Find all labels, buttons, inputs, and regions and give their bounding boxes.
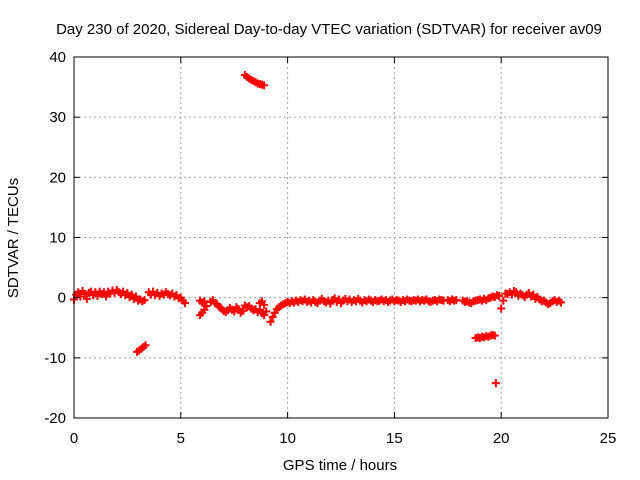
x-tick-label: 10 bbox=[279, 430, 296, 447]
y-tick-label: -20 bbox=[44, 410, 66, 427]
x-axis-label: GPS time / hours bbox=[283, 457, 397, 474]
x-tick-label: 20 bbox=[493, 430, 510, 447]
x-tick-label: 0 bbox=[70, 430, 78, 447]
y-tick-label: 30 bbox=[49, 109, 66, 126]
x-tick-label: 15 bbox=[386, 430, 403, 447]
y-tick-label: 20 bbox=[49, 169, 66, 186]
y-tick-label: -10 bbox=[44, 350, 66, 367]
y-tick-label: 40 bbox=[49, 49, 66, 66]
x-tick-label: 25 bbox=[600, 430, 617, 447]
y-tick-label: 0 bbox=[58, 290, 66, 307]
chart-title: Day 230 of 2020, Sidereal Day-to-day VTE… bbox=[56, 21, 602, 38]
y-tick-label: 10 bbox=[49, 230, 66, 247]
chart-background bbox=[0, 0, 640, 480]
sdtvar-chart: Day 230 of 2020, Sidereal Day-to-day VTE… bbox=[0, 0, 640, 480]
y-axis-label: SDTVAR / TECUs bbox=[5, 178, 22, 298]
x-tick-label: 5 bbox=[177, 430, 185, 447]
